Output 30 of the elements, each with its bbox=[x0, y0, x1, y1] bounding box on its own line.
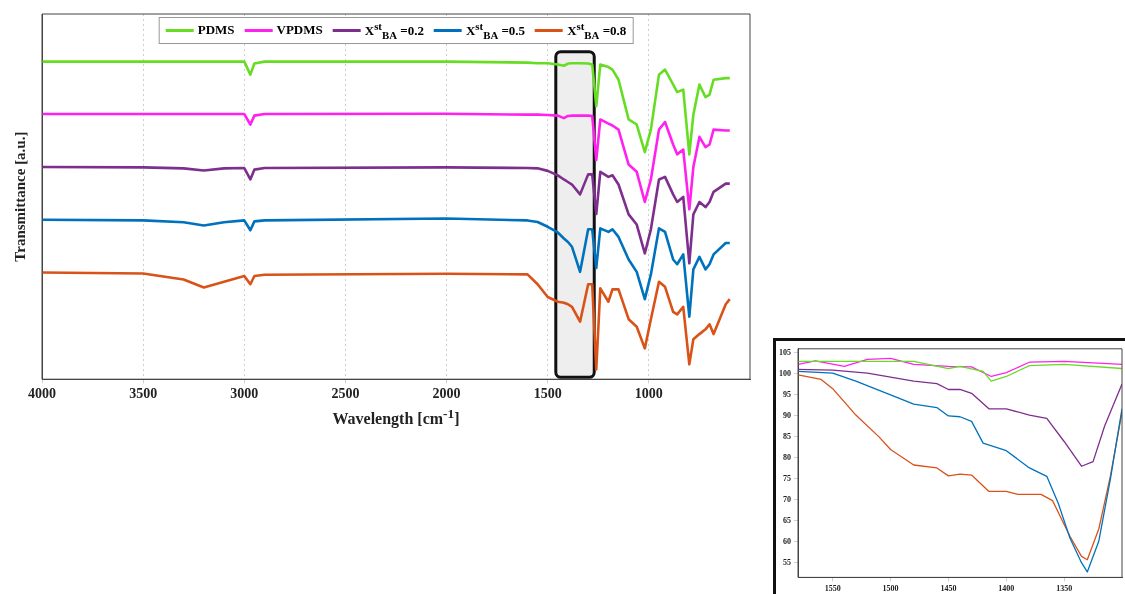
x-axis-title: Wavelength [cm$^{-1}$] bbox=[331, 406, 461, 429]
x-tick-label: 1350 bbox=[1056, 584, 1073, 594]
y-tick-label: 100 bbox=[779, 369, 791, 379]
y-tick-label: 70 bbox=[783, 494, 791, 504]
y-tick-label: 60 bbox=[783, 536, 791, 546]
legend-label: PDMS bbox=[197, 22, 235, 39]
y-tick-label: 85 bbox=[783, 431, 791, 441]
x-tick-label: 3500 bbox=[129, 386, 158, 402]
x-tick-label: 1450 bbox=[940, 584, 957, 594]
legend-label: X$^{st}$$_{BA}$ =0.2 bbox=[364, 20, 424, 41]
x-tick-label: 1500 bbox=[882, 584, 899, 594]
y-tick-label: 95 bbox=[783, 390, 791, 399]
y-tick-label: 105 bbox=[779, 348, 791, 358]
y-tick-label: 55 bbox=[783, 557, 791, 567]
y-axis-title: Transmittance [a.u.] bbox=[11, 131, 28, 262]
x-tick-label: 1000 bbox=[634, 386, 663, 402]
y-tick-label: 65 bbox=[783, 515, 791, 525]
x-tick-label: 3000 bbox=[230, 386, 259, 402]
x-tick-label: 2000 bbox=[432, 386, 461, 402]
y-tick-label: 80 bbox=[783, 452, 791, 462]
x-tick-label: 1550 bbox=[824, 584, 841, 594]
y-tick-label: 90 bbox=[783, 410, 791, 420]
x-tick-label: 1400 bbox=[998, 584, 1015, 594]
legend-label: VPDMS bbox=[276, 22, 323, 39]
legend-label: X$^{st}$$_{BA}$ =0.5 bbox=[465, 20, 526, 41]
legend-label: X$^{st}$$_{BA}$ =0.8 bbox=[567, 20, 627, 41]
x-tick-label: 1500 bbox=[533, 386, 562, 402]
y-tick-label: 75 bbox=[783, 473, 791, 483]
x-tick-label: 2500 bbox=[331, 386, 360, 402]
x-tick-label: 4000 bbox=[28, 386, 56, 402]
